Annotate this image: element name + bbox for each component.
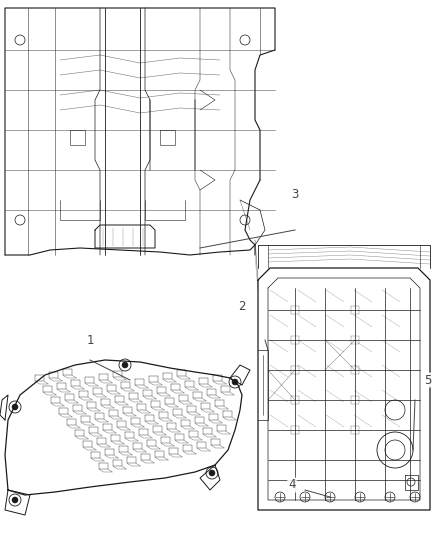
Circle shape — [122, 362, 128, 368]
Circle shape — [12, 404, 18, 410]
Text: 1: 1 — [86, 334, 94, 346]
Circle shape — [209, 470, 215, 476]
Text: 4: 4 — [288, 479, 296, 491]
Circle shape — [232, 379, 238, 385]
Circle shape — [12, 497, 18, 503]
Text: 2: 2 — [238, 301, 246, 313]
Text: 3: 3 — [291, 189, 299, 201]
Text: 5: 5 — [424, 374, 432, 386]
